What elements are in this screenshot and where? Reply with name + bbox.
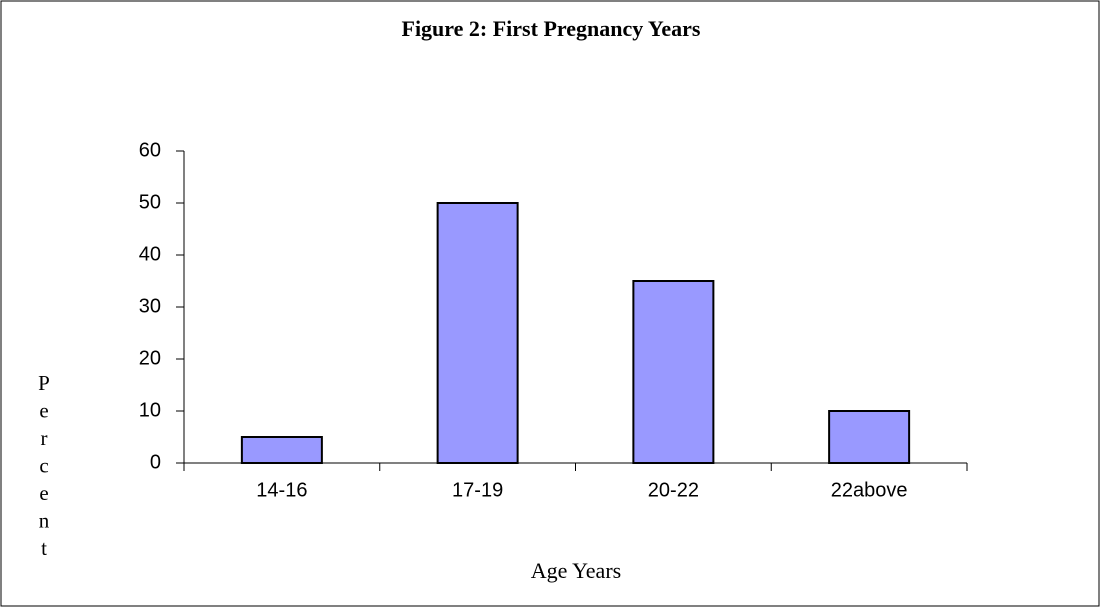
x-tick-label: 20-22 [648, 479, 699, 501]
x-tick-label: 14-16 [256, 479, 307, 501]
x-axis-label: Age Years [531, 558, 621, 583]
y-tick-label: 20 [139, 347, 161, 369]
y-tick-label: 40 [139, 243, 161, 265]
x-tick-label: 22above [831, 479, 908, 501]
bar [436, 202, 519, 464]
chart-title: Figure 2: First Pregnancy Years [402, 16, 701, 41]
y-tick-label: 60 [139, 139, 161, 161]
bar [240, 436, 323, 464]
x-tick-label: 17-19 [452, 479, 503, 501]
y-tick-label: 10 [139, 399, 161, 421]
y-tick-label: 0 [150, 451, 161, 473]
bar [632, 280, 715, 464]
y-tick-label: 30 [139, 295, 161, 317]
bar [828, 410, 911, 464]
y-tick-label: 50 [139, 191, 161, 213]
y-axis-label: Percent [32, 371, 56, 564]
